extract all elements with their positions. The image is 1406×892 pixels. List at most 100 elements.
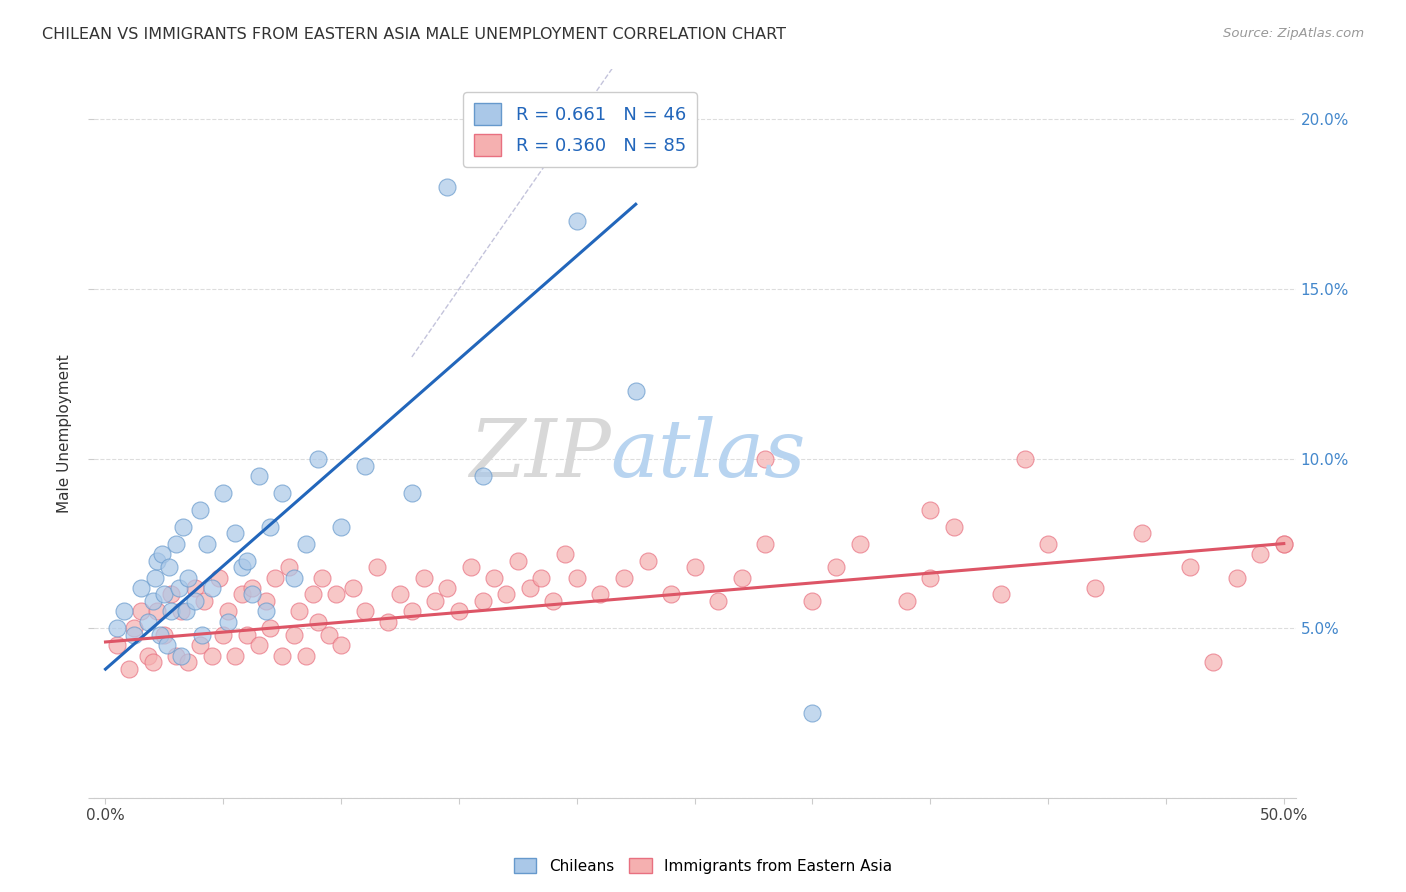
Point — [801, 706, 824, 721]
Point — [112, 604, 135, 618]
Point — [122, 628, 145, 642]
Point — [146, 604, 169, 618]
Point — [330, 519, 353, 533]
Point — [212, 485, 235, 500]
Point — [366, 560, 388, 574]
Point — [920, 502, 942, 516]
Point — [231, 560, 253, 574]
Point — [240, 587, 263, 601]
Point — [613, 570, 636, 584]
Y-axis label: Male Unemployment: Male Unemployment — [58, 354, 72, 513]
Legend: Chileans, Immigrants from Eastern Asia: Chileans, Immigrants from Eastern Asia — [508, 852, 898, 880]
Point — [707, 594, 730, 608]
Point — [224, 526, 246, 541]
Point — [149, 628, 172, 642]
Point — [142, 656, 165, 670]
Point — [105, 639, 128, 653]
Text: CHILEAN VS IMMIGRANTS FROM EASTERN ASIA MALE UNEMPLOYMENT CORRELATION CHART: CHILEAN VS IMMIGRANTS FROM EASTERN ASIA … — [42, 27, 786, 42]
Point — [377, 615, 399, 629]
Point — [254, 604, 277, 618]
Point — [471, 594, 494, 608]
Point — [264, 570, 287, 584]
Point — [436, 581, 458, 595]
Point — [259, 621, 281, 635]
Point — [825, 560, 848, 574]
Point — [200, 648, 222, 663]
Point — [554, 547, 576, 561]
Point — [236, 628, 259, 642]
Point — [172, 519, 194, 533]
Point — [589, 587, 612, 601]
Point — [565, 570, 588, 584]
Point — [1226, 570, 1249, 584]
Point — [1036, 536, 1059, 550]
Point — [506, 553, 529, 567]
Point — [150, 547, 173, 561]
Point — [177, 656, 200, 670]
Point — [330, 639, 353, 653]
Point — [193, 594, 215, 608]
Point — [136, 615, 159, 629]
Point — [447, 604, 470, 618]
Point — [136, 648, 159, 663]
Point — [565, 214, 588, 228]
Point — [200, 581, 222, 595]
Point — [1249, 547, 1271, 561]
Point — [896, 594, 918, 608]
Point — [541, 594, 564, 608]
Point — [217, 604, 239, 618]
Point — [156, 639, 179, 653]
Point — [848, 536, 870, 550]
Point — [118, 662, 141, 676]
Point — [318, 628, 340, 642]
Point — [353, 604, 375, 618]
Point — [142, 594, 165, 608]
Point — [224, 648, 246, 663]
Point — [302, 587, 325, 601]
Legend: R = 0.661   N = 46, R = 0.360   N = 85: R = 0.661 N = 46, R = 0.360 N = 85 — [464, 92, 697, 167]
Point — [167, 581, 190, 595]
Point — [271, 648, 294, 663]
Text: atlas: atlas — [610, 417, 806, 494]
Point — [294, 536, 316, 550]
Point — [530, 570, 553, 584]
Point — [184, 581, 207, 595]
Point — [754, 451, 776, 466]
Point — [271, 485, 294, 500]
Point — [259, 519, 281, 533]
Point — [1202, 656, 1225, 670]
Point — [754, 536, 776, 550]
Point — [157, 560, 180, 574]
Point — [278, 560, 301, 574]
Point — [170, 648, 193, 663]
Point — [160, 604, 183, 618]
Point — [311, 570, 333, 584]
Point — [1084, 581, 1107, 595]
Point — [160, 587, 183, 601]
Point — [325, 587, 347, 601]
Point — [165, 536, 187, 550]
Point — [801, 594, 824, 608]
Point — [1272, 536, 1295, 550]
Point — [247, 468, 270, 483]
Point — [177, 570, 200, 584]
Point — [236, 553, 259, 567]
Point — [460, 560, 482, 574]
Point — [283, 628, 305, 642]
Point — [146, 553, 169, 567]
Point — [188, 639, 211, 653]
Point — [294, 648, 316, 663]
Point — [105, 621, 128, 635]
Point — [129, 604, 152, 618]
Point — [170, 604, 193, 618]
Point — [153, 628, 176, 642]
Point — [731, 570, 754, 584]
Point — [412, 570, 434, 584]
Point — [942, 519, 965, 533]
Point — [1132, 526, 1154, 541]
Point — [353, 458, 375, 473]
Point — [254, 594, 277, 608]
Point — [122, 621, 145, 635]
Point — [401, 485, 423, 500]
Point — [389, 587, 412, 601]
